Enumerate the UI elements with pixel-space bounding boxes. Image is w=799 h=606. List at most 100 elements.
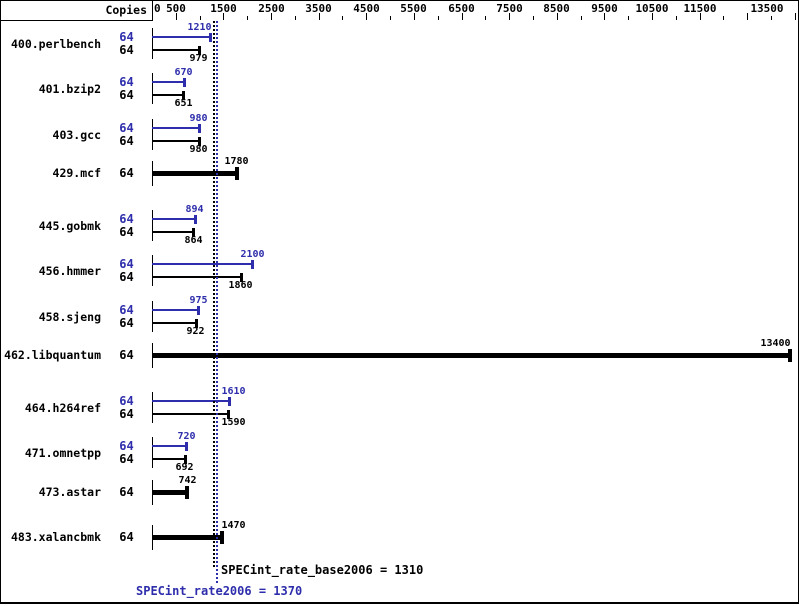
axis-major-tick bbox=[604, 13, 605, 20]
bar-end-cap bbox=[235, 167, 239, 180]
peak-value-label: 894 bbox=[185, 204, 204, 215]
copies-value: 64 bbox=[119, 316, 134, 330]
copies-value: 64 bbox=[119, 134, 134, 148]
base-value-label: 651 bbox=[174, 98, 193, 109]
benchmark-label: 401.bzip2 bbox=[38, 82, 101, 96]
bar-end-cap bbox=[194, 215, 197, 224]
copies-value: 64 bbox=[119, 530, 134, 544]
axis-tick-label: 2500 bbox=[258, 2, 285, 15]
copies-value: 64 bbox=[119, 407, 134, 421]
bar-baseline bbox=[152, 301, 153, 332]
bar-end-cap bbox=[788, 349, 792, 362]
axis-tick-label: 5500 bbox=[400, 2, 427, 15]
axis-major-tick bbox=[462, 13, 463, 20]
copies-value: 64 bbox=[119, 88, 134, 102]
peak-value-label: 1210 bbox=[187, 22, 212, 33]
benchmark-label: 456.hmmer bbox=[38, 264, 101, 278]
axis-tick-label: 4500 bbox=[353, 2, 380, 15]
axis-tick-label: 7500 bbox=[496, 2, 523, 15]
base-bar bbox=[152, 322, 196, 324]
bar-end-cap bbox=[251, 260, 254, 269]
peak-value-label: 720 bbox=[177, 431, 196, 442]
axis-tick-label: 10500 bbox=[635, 2, 669, 15]
base-summary-text: SPECint_rate_base2006 = 1310 bbox=[221, 563, 424, 577]
copies-value: 64 bbox=[119, 212, 134, 226]
bar-baseline bbox=[152, 255, 153, 286]
base-rate-reference-line bbox=[213, 21, 215, 568]
axis-major-tick bbox=[700, 13, 701, 20]
bar-baseline bbox=[152, 437, 153, 468]
base-bar bbox=[152, 458, 185, 460]
base-bar bbox=[152, 276, 241, 278]
bar-end-cap bbox=[198, 46, 201, 55]
axis-minor-tick bbox=[438, 16, 439, 20]
base-value-label: 1860 bbox=[228, 280, 253, 291]
bar-end-cap bbox=[182, 91, 185, 100]
peak-summary-text: SPECint_rate2006 = 1370 bbox=[136, 584, 303, 598]
base-value-label: 1590 bbox=[221, 417, 246, 428]
copies-header: Copies bbox=[105, 3, 147, 17]
peak-bar bbox=[152, 263, 252, 265]
axis-minor-tick bbox=[676, 16, 677, 20]
base-value-label: 742 bbox=[178, 475, 197, 486]
benchmark-label: 445.gobmk bbox=[38, 219, 101, 233]
base-bar bbox=[152, 94, 183, 96]
peak-value-label: 1610 bbox=[221, 386, 246, 397]
benchmark-label: 429.mcf bbox=[52, 166, 101, 180]
copies-value: 64 bbox=[119, 30, 134, 44]
bar-end-cap bbox=[192, 228, 195, 237]
axis-origin-line bbox=[152, 0, 153, 21]
axis-minor-tick bbox=[200, 16, 201, 20]
bar-end-cap bbox=[227, 410, 230, 419]
copies-value: 64 bbox=[119, 348, 134, 362]
copies-value: 64 bbox=[119, 166, 134, 180]
benchmark-label: 462.libquantum bbox=[4, 348, 101, 362]
base-value-label: 979 bbox=[189, 53, 208, 64]
copies-value: 64 bbox=[119, 121, 134, 135]
axis-tick-label: 1500 bbox=[210, 2, 237, 15]
peak-bar bbox=[152, 81, 184, 83]
axis-minor-tick bbox=[295, 16, 296, 20]
base-value-label: 13400 bbox=[760, 338, 791, 349]
bar-baseline bbox=[152, 73, 153, 104]
base-bar bbox=[152, 140, 199, 142]
axis-minor-tick bbox=[771, 16, 772, 20]
benchmark-label: 464.h264ref bbox=[24, 401, 101, 415]
base-bar bbox=[152, 49, 199, 51]
axis-major-tick bbox=[747, 13, 748, 20]
base-bar bbox=[152, 535, 222, 540]
base-value-label: 922 bbox=[186, 326, 205, 337]
axis-minor-tick bbox=[247, 16, 248, 20]
copies-value: 64 bbox=[119, 394, 134, 408]
benchmark-label: 483.xalancbmk bbox=[10, 530, 101, 544]
peak-value-label: 2100 bbox=[240, 249, 265, 260]
axis-tick-label: 3500 bbox=[305, 2, 332, 15]
axis-minor-tick bbox=[533, 16, 534, 20]
base-value-label: 980 bbox=[189, 144, 208, 155]
peak-bar bbox=[152, 445, 186, 447]
base-bar bbox=[152, 353, 790, 358]
base-value-label: 864 bbox=[184, 235, 203, 246]
base-value-label: 1470 bbox=[221, 520, 246, 531]
peak-value-label: 670 bbox=[174, 67, 193, 78]
bar-end-cap bbox=[198, 124, 201, 133]
copies-value: 64 bbox=[119, 43, 134, 57]
peak-value-label: 980 bbox=[189, 113, 208, 124]
bar-end-cap bbox=[209, 33, 212, 42]
bar-end-cap bbox=[197, 306, 200, 315]
peak-bar bbox=[152, 127, 199, 129]
axis-tick-label: 500 bbox=[166, 2, 186, 15]
benchmark-label: 403.gcc bbox=[52, 128, 101, 142]
axis-minor-tick bbox=[723, 16, 724, 20]
axis-tick-label: 0 bbox=[154, 2, 161, 15]
base-value-label: 1780 bbox=[224, 156, 249, 167]
copies-value: 64 bbox=[119, 257, 134, 271]
header-underline bbox=[0, 20, 153, 21]
benchmark-label: 458.sjeng bbox=[38, 310, 101, 324]
axis-major-tick bbox=[652, 13, 653, 20]
copies-value: 64 bbox=[119, 270, 134, 284]
peak-bar bbox=[152, 218, 195, 220]
peak-bar bbox=[152, 309, 198, 311]
axis-tick-label: 11500 bbox=[683, 2, 717, 15]
